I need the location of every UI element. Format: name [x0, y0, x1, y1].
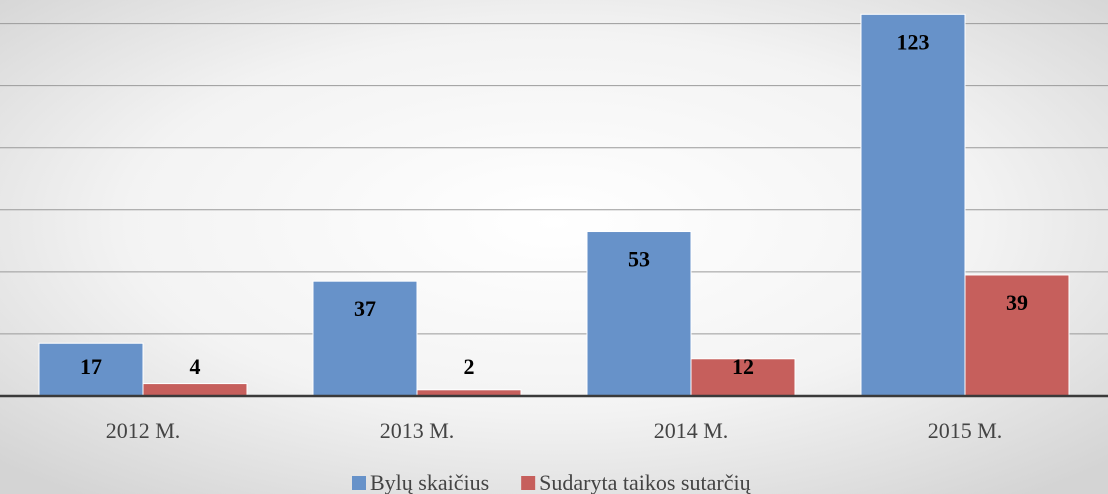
bar: [860, 13, 966, 397]
data-label: 53: [628, 247, 650, 272]
x-tick-label: 2015 M.: [928, 418, 1003, 443]
x-tick-label: 2014 M.: [654, 418, 729, 443]
bar: [38, 342, 144, 397]
data-label: 123: [897, 29, 930, 54]
bar: [690, 358, 796, 397]
legend-label: Bylų skaičius: [370, 470, 489, 494]
data-label: 4: [190, 354, 201, 379]
legend-swatch: [352, 476, 366, 490]
legend-swatch: [521, 476, 536, 490]
x-tick-label: 2013 M.: [380, 418, 455, 443]
data-label: 37: [354, 296, 376, 321]
bar: [964, 274, 1070, 397]
legend-label: Sudaryta taikos sutarčių: [539, 470, 751, 494]
bar: [142, 383, 248, 397]
data-label: 2: [464, 354, 475, 379]
data-label: 12: [732, 354, 754, 379]
x-tick-label: 2012 M.: [106, 418, 181, 443]
data-label: 39: [1006, 290, 1028, 315]
data-label: 17: [80, 354, 102, 379]
bar: [586, 231, 692, 397]
